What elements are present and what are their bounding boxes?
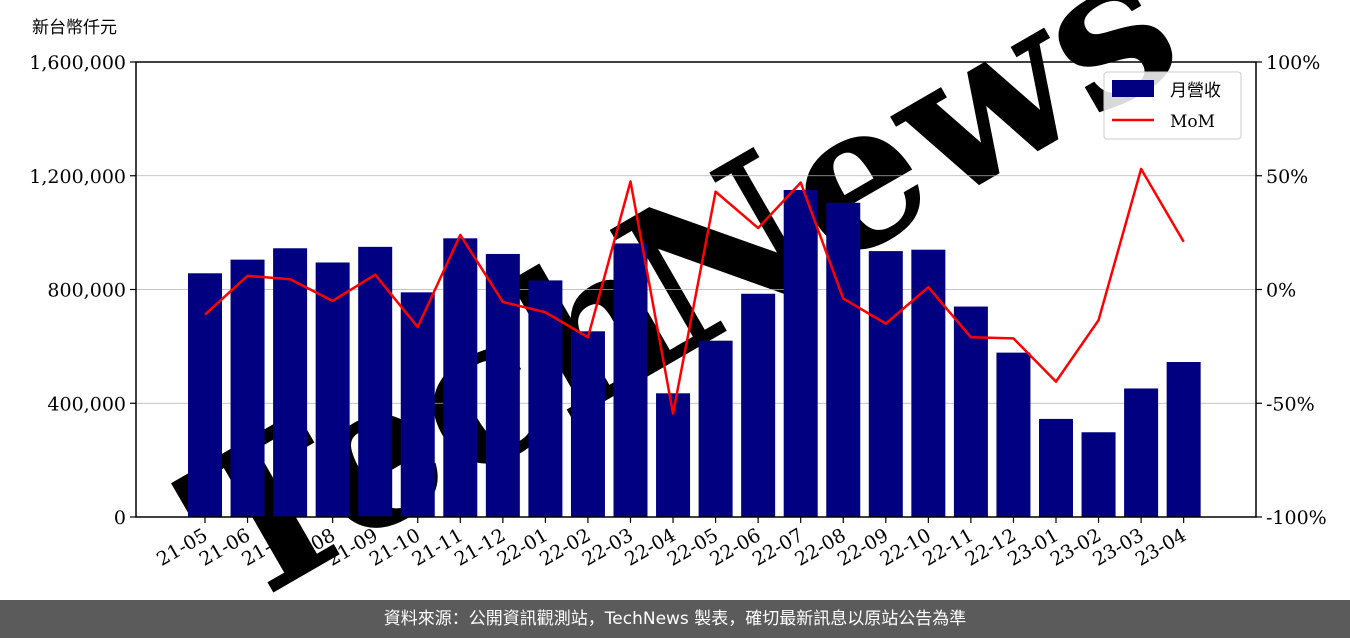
y-tick-label: 1,200,000 bbox=[29, 166, 126, 188]
y2-tick-label: 0% bbox=[1266, 280, 1296, 302]
revenue-chart: TechNews 0400,000800,0001,200,0001,600,0… bbox=[29, 0, 1327, 638]
chart-svg: TechNews 0400,000800,0001,200,0001,600,0… bbox=[29, 0, 1327, 638]
bar-21-10 bbox=[400, 292, 435, 517]
bar-23-02 bbox=[1081, 432, 1116, 517]
footer-text: 資料來源：公開資訊觀測站，TechNews 製表，確切最新訊息以原站公告為準 bbox=[383, 609, 967, 629]
bar-21-09 bbox=[358, 246, 393, 517]
y2-tick-label: 100% bbox=[1266, 52, 1320, 74]
mom-line bbox=[204, 167, 1185, 415]
bar-22-01 bbox=[528, 280, 563, 517]
bar-22-07 bbox=[783, 189, 818, 517]
bar-21-07 bbox=[273, 248, 308, 517]
y-axis-unit-label: 新台幣仟元 bbox=[32, 18, 117, 38]
legend: 月營收 MoM bbox=[1103, 71, 1242, 140]
mom-line-series bbox=[204, 167, 1185, 415]
y2-tick-label: -100% bbox=[1266, 507, 1327, 529]
bar-22-12 bbox=[996, 352, 1031, 517]
y-tick-label: 1,600,000 bbox=[29, 52, 126, 74]
bar-22-10 bbox=[911, 249, 946, 517]
legend-swatch-revenue bbox=[1112, 80, 1154, 97]
y-tick-label: 400,000 bbox=[47, 393, 126, 415]
bar-23-04 bbox=[1166, 362, 1201, 517]
bar-22-02 bbox=[570, 331, 605, 517]
y2-tick-label: -50% bbox=[1266, 393, 1315, 415]
bar-21-08 bbox=[315, 262, 350, 517]
bar-22-08 bbox=[826, 202, 861, 517]
bar-22-11 bbox=[953, 306, 988, 517]
y2-tick-label: 50% bbox=[1266, 166, 1308, 188]
bar-21-12 bbox=[485, 253, 520, 517]
legend-label-mom: MoM bbox=[1170, 112, 1215, 132]
y-tick-label: 800,000 bbox=[47, 280, 126, 302]
y-tick-label: 0 bbox=[114, 507, 126, 529]
bar-23-01 bbox=[1039, 418, 1073, 517]
bar-21-05 bbox=[188, 273, 222, 517]
bar-23-03 bbox=[1124, 388, 1159, 517]
source-footer: 資料來源：公開資訊觀測站，TechNews 製表，確切最新訊息以原站公告為準 bbox=[0, 600, 1350, 638]
bar-21-06 bbox=[230, 259, 265, 517]
bar-22-06 bbox=[741, 293, 776, 517]
bar-series bbox=[188, 189, 1201, 517]
bar-22-09 bbox=[868, 251, 903, 517]
legend-label-revenue: 月營收 bbox=[1170, 81, 1221, 101]
bar-22-03 bbox=[613, 243, 648, 517]
bar-22-05 bbox=[698, 340, 733, 517]
bar-21-11 bbox=[443, 238, 478, 517]
